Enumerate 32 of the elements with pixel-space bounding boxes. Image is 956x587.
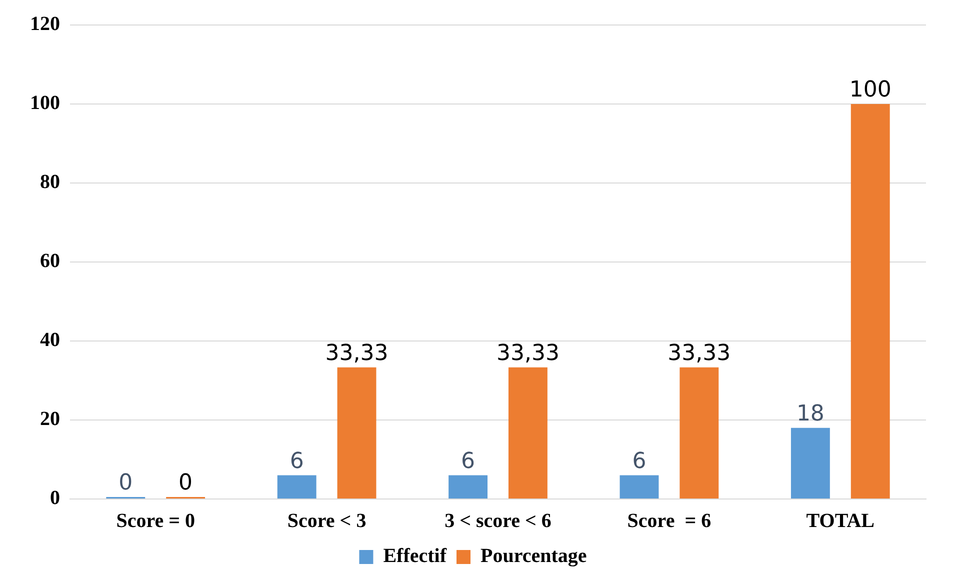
bar — [277, 475, 316, 498]
x-tick-label: Score = 0 — [116, 510, 195, 532]
data-label: 6 — [290, 449, 304, 474]
bar — [850, 104, 890, 498]
x-tick-label: TOTAL — [806, 510, 874, 532]
y-tick-label: 80 — [40, 171, 60, 194]
data-label: 33,33 — [496, 341, 560, 366]
bar — [508, 367, 548, 498]
y-tick-label: 100 — [30, 92, 60, 114]
bar — [790, 428, 830, 498]
data-label: 6 — [461, 449, 476, 474]
x-tick-label: Score < 3 — [287, 510, 366, 532]
bar — [680, 367, 719, 498]
y-tick-label: 120 — [30, 13, 60, 36]
bar — [448, 475, 488, 498]
bar — [620, 475, 659, 498]
y-tick-label: 40 — [40, 329, 60, 352]
y-tick-label: 20 — [40, 408, 60, 430]
x-tick-label: 3 < score < 6 — [444, 510, 552, 532]
legend-label: Pourcentage — [480, 545, 587, 568]
data-label: 100 — [849, 78, 892, 103]
legend-label: Effectif — [383, 545, 447, 568]
data-label: 0 — [118, 470, 133, 496]
y-tick-label: 0 — [50, 487, 60, 510]
data-label: 6 — [632, 449, 646, 474]
data-label: 33,33 — [668, 341, 731, 366]
data-label: 33,33 — [325, 341, 388, 366]
data-label: 0 — [178, 470, 193, 496]
data-label: 18 — [796, 402, 824, 427]
x-tick-label: Score = 6 — [627, 510, 712, 532]
bar — [337, 367, 376, 498]
y-tick-label: 60 — [40, 250, 60, 272]
